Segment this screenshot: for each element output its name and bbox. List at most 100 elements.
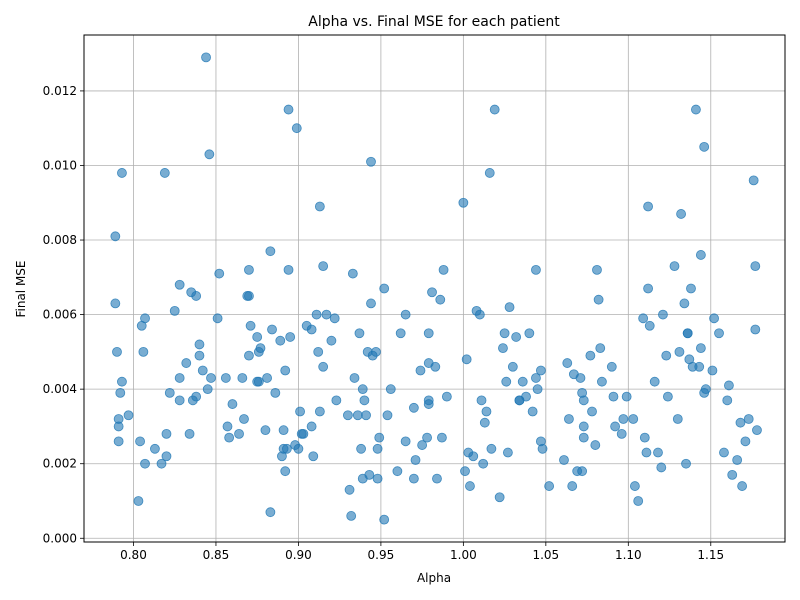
data-point [400, 309, 411, 320]
data-point [283, 264, 294, 275]
y-axis-label: Final MSE [14, 260, 28, 317]
x-tick-label: 0.95 [368, 548, 395, 562]
data-point [417, 440, 428, 450]
data-point [291, 123, 302, 134]
data-point [237, 373, 248, 383]
data-point [343, 410, 353, 421]
data-point [331, 395, 342, 406]
data-point [224, 432, 235, 443]
data-point [314, 406, 325, 417]
data-point [481, 406, 492, 417]
data-point [285, 332, 296, 342]
data-point [531, 373, 541, 383]
data-point [737, 481, 748, 491]
data-point [707, 365, 718, 376]
data-point [732, 455, 743, 465]
data-point [379, 514, 390, 525]
data-point [255, 343, 266, 354]
data-point [204, 149, 215, 160]
chart-title: Alpha vs. Final MSE for each patient [308, 14, 560, 30]
data-point [244, 264, 254, 275]
data-point [489, 104, 500, 115]
data-point [267, 324, 277, 335]
data-point [474, 309, 485, 320]
data-point [344, 484, 355, 495]
data-point [610, 421, 621, 432]
data-point [281, 443, 292, 454]
data-point [587, 406, 597, 417]
data-point [174, 373, 185, 383]
data-point [374, 432, 385, 443]
data-point [592, 264, 602, 275]
data-point [502, 447, 513, 458]
y-axis-ticks: 0.000 0.002 0.004 0.006 0.008 0.010 0.012 [43, 84, 84, 545]
data-point [227, 399, 238, 409]
data-point [382, 410, 393, 421]
data-point [430, 361, 441, 372]
data-point [400, 436, 411, 447]
data-point [740, 436, 751, 447]
data-point [722, 395, 733, 406]
data-point [356, 443, 367, 454]
data-point [239, 414, 249, 424]
data-point [410, 455, 421, 465]
data-point [590, 440, 601, 450]
data-point [318, 361, 329, 372]
data-point [161, 451, 172, 462]
data-point [593, 294, 604, 305]
data-point [441, 391, 452, 402]
data-point [295, 406, 305, 417]
data-point [140, 313, 150, 324]
data-point [567, 481, 578, 491]
data-point [326, 335, 337, 346]
data-point [110, 298, 121, 309]
data-point [113, 436, 124, 447]
data-point [686, 283, 696, 294]
data-point [314, 201, 325, 212]
data-point [691, 104, 701, 115]
data-point [366, 298, 376, 309]
data-point [486, 443, 497, 454]
data-point [501, 376, 512, 387]
data-point [113, 421, 124, 432]
data-point [658, 309, 668, 320]
data-point [699, 141, 710, 152]
data-point [695, 250, 706, 260]
data-point [212, 313, 223, 324]
data-point [575, 373, 586, 383]
data-point [531, 264, 541, 275]
data-point [354, 328, 365, 339]
data-point [595, 343, 606, 354]
data-point [392, 466, 403, 477]
data-point [293, 443, 304, 454]
data-point [562, 358, 573, 368]
data-point [628, 414, 639, 424]
data-point [752, 425, 762, 436]
data-point [278, 425, 289, 436]
data-point [719, 447, 729, 458]
data-point [361, 410, 371, 421]
data-point [656, 462, 667, 473]
data-point [507, 361, 518, 372]
data-point [674, 346, 685, 357]
data-point [220, 373, 231, 383]
data-point [669, 261, 680, 272]
data-point [408, 473, 419, 484]
data-point [597, 376, 607, 387]
data-point [366, 156, 376, 167]
data-point [643, 201, 653, 212]
data-point [313, 346, 324, 357]
data-point [174, 395, 185, 406]
data-point [161, 428, 172, 439]
data-point [479, 417, 490, 428]
data-point [564, 414, 574, 424]
data-point [357, 384, 368, 395]
data-point [329, 313, 340, 324]
y-tick-label: 0.002 [43, 457, 77, 471]
data-point [578, 432, 589, 443]
data-point [371, 346, 381, 357]
data-point [252, 332, 263, 342]
data-point [423, 399, 434, 409]
data-point [644, 320, 655, 331]
data-point [476, 395, 487, 406]
